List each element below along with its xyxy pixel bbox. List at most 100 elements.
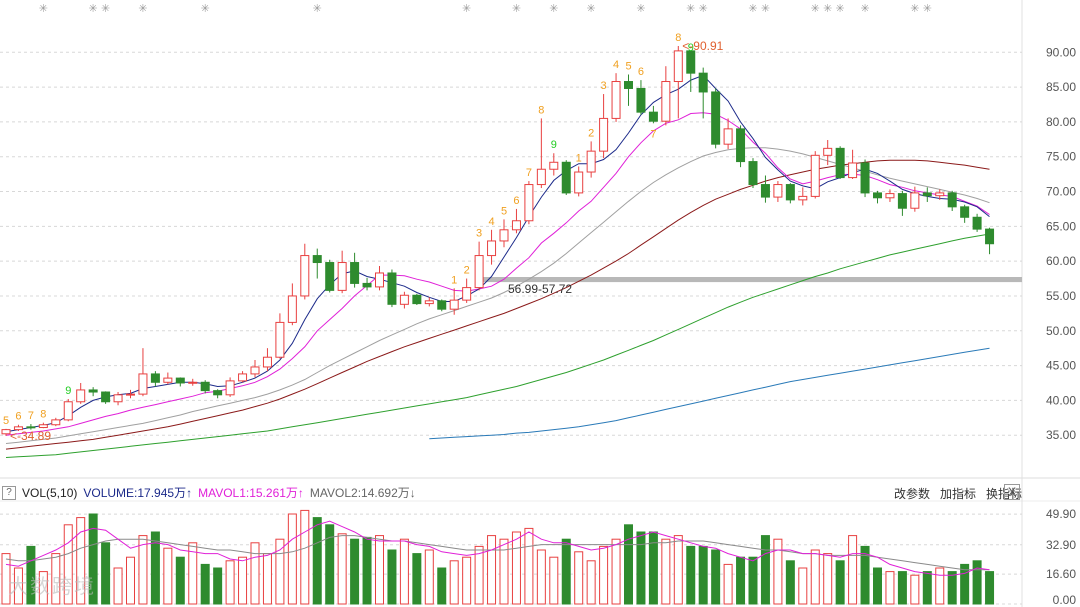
candle[interactable]	[474, 241, 484, 291]
candle[interactable]	[424, 297, 434, 307]
candle[interactable]	[536, 118, 546, 189]
volume-bar[interactable]	[138, 535, 148, 605]
candle[interactable]	[935, 189, 945, 200]
volume-bar[interactable]	[549, 556, 559, 605]
volume-bar[interactable]	[238, 556, 248, 605]
volume-bar[interactable]	[325, 524, 335, 605]
candle[interactable]	[561, 160, 571, 195]
volume-bar[interactable]	[673, 535, 683, 605]
volume-bar[interactable]	[287, 513, 297, 605]
candle[interactable]	[748, 158, 758, 189]
candle[interactable]	[126, 389, 135, 399]
event-marker-icon[interactable]: ✳	[587, 2, 596, 15]
volume-bar[interactable]	[38, 571, 48, 605]
candle[interactable]	[487, 229, 497, 265]
candle[interactable]	[399, 291, 409, 309]
candle[interactable]	[736, 125, 746, 168]
volume-bar[interactable]	[188, 542, 198, 605]
event-marker-icon[interactable]: ✳	[836, 2, 845, 15]
volume-bar[interactable]	[362, 536, 372, 605]
candle[interactable]	[549, 153, 559, 176]
event-marker-icon[interactable]: ✳	[313, 2, 322, 15]
candle[interactable]	[624, 74, 633, 106]
volume-bar[interactable]	[835, 560, 845, 605]
event-marker-icon[interactable]: ✳	[549, 2, 558, 15]
candle[interactable]	[723, 118, 733, 150]
volume-bar[interactable]	[736, 556, 746, 605]
volume-bar[interactable]	[524, 527, 534, 605]
candle[interactable]	[673, 46, 683, 119]
candle[interactable]	[362, 277, 372, 291]
event-marker-icon[interactable]: ✳	[823, 2, 832, 15]
candle[interactable]	[150, 371, 160, 387]
volume-bar[interactable]	[63, 524, 73, 605]
candle[interactable]	[661, 66, 671, 126]
candle[interactable]	[760, 175, 770, 203]
candle[interactable]	[835, 146, 845, 179]
volume-bar[interactable]	[960, 563, 970, 605]
volume-bar[interactable]	[922, 571, 932, 605]
candle[interactable]	[698, 67, 708, 119]
candle[interactable]	[922, 187, 932, 202]
volume-bar[interactable]	[150, 531, 160, 605]
candle[interactable]	[412, 293, 422, 305]
volume-bar[interactable]	[499, 538, 509, 605]
volume-bar[interactable]	[275, 538, 285, 605]
volume-bar[interactable]	[748, 556, 758, 605]
volume-bar[interactable]	[686, 545, 696, 605]
volume-bar[interactable]	[412, 553, 422, 605]
candle[interactable]	[860, 159, 870, 198]
event-marker-icon[interactable]: ✳	[761, 2, 770, 15]
volume-bar[interactable]	[462, 556, 472, 605]
candle[interactable]	[312, 248, 322, 279]
event-marker-icon[interactable]: ✳	[512, 2, 521, 15]
volume-bar[interactable]	[611, 538, 621, 605]
candle[interactable]	[437, 299, 447, 312]
volume-bar[interactable]	[636, 531, 646, 605]
event-marker-icon[interactable]: ✳	[748, 2, 757, 15]
candle[interactable]	[972, 213, 982, 232]
event-marker-icon[interactable]: ✳	[699, 2, 708, 15]
candle[interactable]	[773, 181, 783, 202]
candle[interactable]	[897, 190, 907, 216]
candle[interactable]	[960, 204, 970, 223]
edit-params-button[interactable]: 改参数	[893, 487, 930, 501]
candle[interactable]	[350, 252, 360, 288]
switch-indicator-button[interactable]: 换指标	[985, 487, 1022, 501]
candle[interactable]	[300, 243, 310, 300]
volume-bar[interactable]	[574, 551, 584, 605]
candle[interactable]	[250, 360, 260, 378]
volume-bar[interactable]	[399, 538, 409, 605]
event-marker-icon[interactable]: ✳	[138, 2, 147, 15]
candle[interactable]	[636, 80, 646, 115]
candle[interactable]	[262, 348, 272, 372]
help-icon[interactable]: ?	[2, 485, 16, 500]
volume-bar[interactable]	[163, 547, 173, 605]
candle[interactable]	[88, 387, 98, 397]
volume-bar[interactable]	[337, 533, 347, 605]
volume-bar[interactable]	[599, 545, 609, 605]
candle[interactable]	[586, 141, 596, 178]
candle[interactable]	[138, 348, 148, 397]
add-indicator-button[interactable]: 加指标	[939, 487, 976, 501]
volume-bar[interactable]	[76, 517, 86, 605]
volume-bar[interactable]	[586, 560, 596, 605]
volume-bar[interactable]	[624, 524, 633, 605]
candle[interactable]	[101, 391, 111, 404]
event-marker-icon[interactable]: ✳	[923, 2, 932, 15]
candle[interactable]	[225, 377, 235, 397]
volume-bar[interactable]	[1, 553, 11, 605]
candle[interactable]	[648, 105, 658, 124]
candle[interactable]	[38, 422, 48, 429]
candle[interactable]	[163, 372, 173, 385]
volume-bar[interactable]	[101, 542, 111, 605]
candle[interactable]	[599, 94, 609, 159]
volume-bar[interactable]	[910, 574, 920, 605]
volume-bar[interactable]	[711, 549, 721, 605]
volume-bar[interactable]	[985, 571, 995, 605]
volume-bar[interactable]	[773, 538, 783, 605]
candle[interactable]	[175, 377, 185, 387]
candle[interactable]	[873, 190, 882, 204]
candle[interactable]	[810, 151, 820, 199]
close-icon[interactable]: X	[1004, 484, 1020, 500]
